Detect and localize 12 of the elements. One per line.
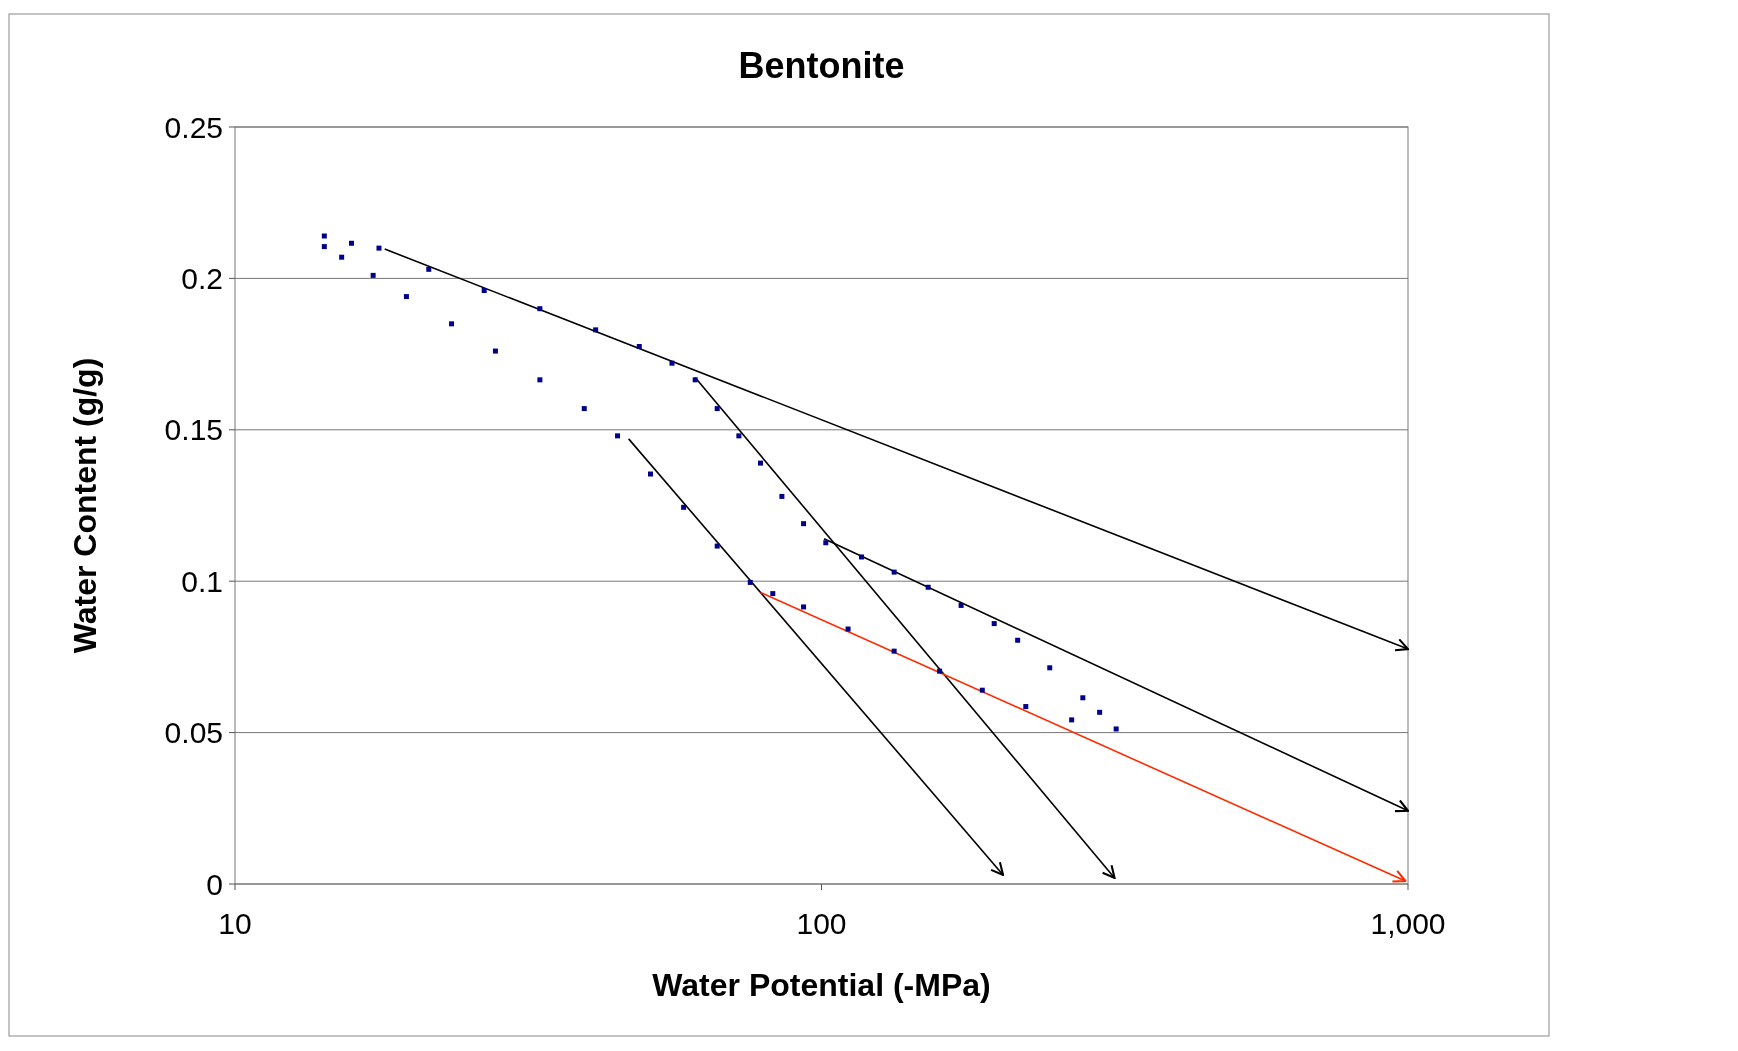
x-axis-title: Water Potential (-MPa) — [652, 967, 991, 1003]
x-tick-label: 1,000 — [1370, 907, 1446, 940]
y-axis-title: Water Content (g/g) — [67, 357, 103, 654]
y-tick-label: 0.1 — [181, 564, 223, 598]
y-tick-label: 0.25 — [164, 110, 223, 144]
y-tick-label: 0 — [206, 867, 223, 901]
y-tick-label: 0.05 — [164, 716, 223, 750]
x-tick-label: 100 — [796, 907, 847, 940]
x-tick-label: 10 — [218, 907, 252, 940]
y-tick-label: 0.2 — [181, 261, 223, 295]
y-tick-label: 0.15 — [164, 413, 223, 447]
chart-title: Bentonite — [738, 45, 905, 86]
